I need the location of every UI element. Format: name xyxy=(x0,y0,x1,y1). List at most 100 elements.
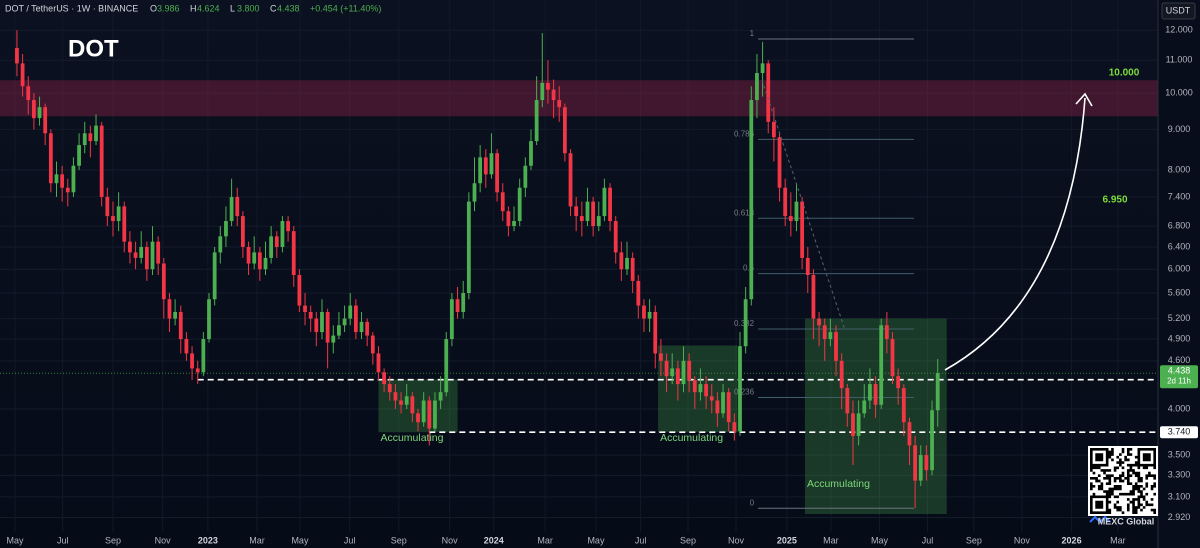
candle-body xyxy=(150,241,155,270)
candle-body xyxy=(455,299,460,312)
candle-body xyxy=(478,157,483,184)
candle-body xyxy=(822,325,827,340)
candle-body xyxy=(596,216,601,227)
x-tick-label: 2024 xyxy=(484,535,504,545)
fib-label: 0.618 xyxy=(734,208,755,217)
candle-body xyxy=(817,318,821,326)
candle-body xyxy=(376,353,381,373)
axis-labels: 12.000 11.000 10.000 9.000 8.000 7.400 6.800 6.… xyxy=(6,25,1198,545)
ohlc-value: 4.624 xyxy=(197,3,220,13)
candle-body xyxy=(930,410,934,471)
x-tick-label: Mar xyxy=(249,535,265,545)
candle-body xyxy=(687,360,692,381)
candle-body xyxy=(31,100,36,119)
y-tick-label: 4.000 xyxy=(1168,403,1191,413)
candle-body xyxy=(834,332,838,361)
candle-body xyxy=(111,216,115,222)
target-label: 10.000 xyxy=(1109,68,1140,79)
candle-body xyxy=(466,201,471,294)
candle-body xyxy=(862,400,867,414)
candle-body xyxy=(235,196,240,217)
candle-body xyxy=(591,201,596,227)
candle-body xyxy=(760,63,765,74)
ohlc-value: 4.438 xyxy=(277,3,300,13)
y-tick-label: 2.920 xyxy=(1168,512,1191,522)
candle-body xyxy=(540,82,545,101)
x-tick-label: Jul xyxy=(922,535,934,545)
last-price-tag xyxy=(1160,365,1198,389)
candle-body xyxy=(99,125,104,197)
candle-body xyxy=(433,400,437,429)
candle-body xyxy=(15,47,19,64)
x-tick-label: Jul xyxy=(57,535,69,545)
resistance-zone xyxy=(0,80,1158,117)
candle-body xyxy=(122,206,127,242)
candle-body xyxy=(269,236,274,258)
ohlc-label: O xyxy=(150,3,157,13)
candle-body xyxy=(546,82,550,90)
candle-body xyxy=(178,311,183,340)
projection-arrow xyxy=(944,97,1086,371)
candle-body xyxy=(337,325,341,336)
candle-body xyxy=(48,133,53,184)
candle-body xyxy=(246,246,251,264)
y-tick-label: 3.500 xyxy=(1168,449,1191,459)
candle-body xyxy=(286,221,290,232)
candle-body xyxy=(257,252,262,270)
candle-body xyxy=(60,174,65,188)
candle-body xyxy=(681,360,686,385)
candle-body xyxy=(721,392,725,414)
candle-body xyxy=(331,335,336,343)
candle-body xyxy=(82,133,87,146)
candle-body xyxy=(777,137,782,188)
candle-body xyxy=(65,187,70,193)
candle-body xyxy=(325,311,330,343)
y-tick-label: 7.400 xyxy=(1168,191,1191,201)
candle-body xyxy=(670,368,675,377)
x-tick-label: 2023 xyxy=(198,535,218,545)
accumulation-label: Accumulating xyxy=(807,478,870,490)
annotation-layer: Accumulating Accumulating Accumulating 1 0.7… xyxy=(0,29,1158,515)
x-tick-label: Jul xyxy=(635,535,647,545)
candle-body xyxy=(647,311,652,319)
fib-label: 0.5 xyxy=(743,264,755,273)
y-tick-label: 5.200 xyxy=(1168,313,1191,323)
candle-body xyxy=(664,360,669,377)
y-tick-label: 6.800 xyxy=(1168,220,1191,230)
y-tick-label: 3.300 xyxy=(1168,470,1191,480)
candle-body xyxy=(828,332,833,340)
candle-body xyxy=(472,183,477,202)
candle-body xyxy=(274,236,279,247)
candle-body xyxy=(314,318,319,333)
candle-body xyxy=(320,311,324,333)
candle-body xyxy=(551,89,556,101)
candle-body xyxy=(630,257,635,281)
candle-body xyxy=(704,384,708,397)
candle-body xyxy=(88,133,93,142)
candle-body xyxy=(868,384,872,401)
candle-body xyxy=(495,153,499,193)
fib-label: 0.786 xyxy=(734,129,755,138)
candle-body xyxy=(128,241,132,253)
x-tick-label: Jul xyxy=(344,535,356,545)
candle-body xyxy=(483,157,488,175)
candle-body xyxy=(851,413,855,436)
candle-body xyxy=(512,221,516,227)
candle-body xyxy=(896,376,901,389)
countdown: 2d 11h xyxy=(1167,376,1191,385)
grid xyxy=(0,0,1158,532)
ohlc-value: 3.800 xyxy=(237,3,260,13)
candle-body xyxy=(37,107,42,119)
logo-mark xyxy=(1089,515,1111,524)
x-tick-label: 2025 xyxy=(777,535,797,545)
x-tick-label: Sep xyxy=(391,535,407,545)
candle-body xyxy=(839,360,844,389)
candle-body xyxy=(709,396,714,401)
candle-body xyxy=(370,335,375,354)
candle-body xyxy=(585,201,590,222)
candle-body xyxy=(359,321,364,333)
y-tick-label: 9.000 xyxy=(1168,124,1191,134)
candle-body xyxy=(557,100,562,108)
y-tick-label: 5.600 xyxy=(1168,287,1191,297)
